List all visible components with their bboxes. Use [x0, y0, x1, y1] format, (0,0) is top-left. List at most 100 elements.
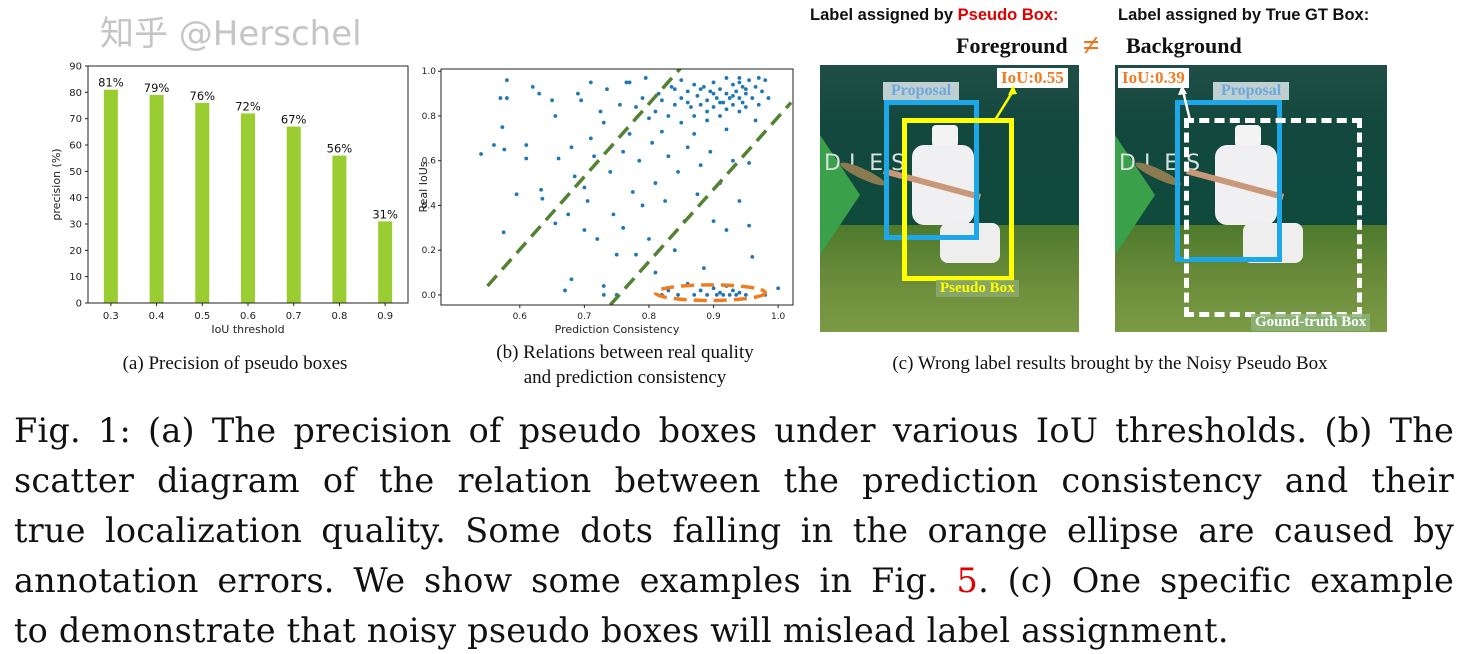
- scatter-point: [672, 248, 677, 253]
- scatter-point: [698, 288, 703, 293]
- scatter-point: [679, 78, 684, 83]
- scatter-point: [750, 255, 755, 259]
- scatter-point: [582, 228, 587, 232]
- scatter-point: [737, 199, 742, 203]
- bar: [149, 94, 164, 303]
- scatter-point: [711, 80, 716, 85]
- x-axis-label: IoU threshold: [211, 323, 284, 336]
- scatter-point: [727, 293, 732, 297]
- y-tick-label: 70: [69, 114, 82, 125]
- figure-5-link[interactable]: 5: [956, 561, 979, 600]
- scatter-point: [685, 89, 690, 94]
- x-tick-label: 0.3: [103, 311, 119, 322]
- scatter-point: [576, 91, 580, 96]
- scatter-point: [588, 80, 593, 85]
- header-left-highlight: Pseudo Box:: [957, 6, 1059, 24]
- scatter-point: [737, 76, 742, 80]
- x-tick-label: 0.9: [706, 312, 721, 322]
- bar: [241, 113, 255, 304]
- scatter-point: [624, 80, 629, 85]
- caption-line-4: annotation errors. We show some examples…: [14, 556, 1454, 606]
- scatter-point: [776, 286, 781, 291]
- foreground-label: Foreground: [956, 33, 1068, 58]
- scatter-point: [650, 140, 655, 145]
- y-tick-label: 10: [69, 272, 82, 283]
- y-tick-label: 20: [69, 246, 82, 257]
- scatter-point: [621, 225, 626, 230]
- scatter-point: [740, 84, 745, 89]
- scatter-point: [718, 100, 722, 105]
- scatter-point: [672, 87, 677, 92]
- scatter-point: [530, 84, 535, 89]
- scatter-point: [647, 237, 651, 241]
- scatter-point: [514, 192, 519, 197]
- scatter-point: [708, 149, 713, 154]
- scatter-point: [698, 87, 703, 92]
- scatter-point: [630, 190, 635, 194]
- y-tick-label: 0.8: [422, 112, 437, 122]
- caption-line-5: to demonstrate that noisy pseudo boxes w…: [14, 611, 1229, 650]
- scatter-point: [653, 270, 658, 275]
- proposal-label: Proposal: [883, 82, 960, 100]
- y-tick-label: 0.0: [422, 291, 437, 301]
- y-tick-label: 0: [76, 299, 82, 310]
- bar: [378, 221, 393, 303]
- scatter-point: [524, 143, 529, 147]
- scatter-point: [540, 196, 545, 201]
- caption-line-4-pre: annotation errors. We show some examples…: [14, 561, 957, 600]
- scatter-point: [676, 170, 680, 174]
- x-tick-label: 0.4: [149, 311, 165, 322]
- scatter-point: [627, 131, 632, 136]
- scatter-point: [634, 105, 638, 109]
- subcaption-b-line1: (b) Relations between real quality: [496, 342, 754, 363]
- scatter-point: [640, 96, 645, 100]
- y-tick-label: 0.4: [422, 201, 437, 211]
- scatter-point: [763, 78, 768, 83]
- bar: [286, 126, 301, 303]
- scatter-point: [698, 163, 703, 168]
- scatter-point: [676, 293, 680, 297]
- iou-arrow-icon: [993, 85, 1017, 121]
- watermark: 知乎 @Herschel: [100, 14, 362, 54]
- scatter-point: [659, 98, 664, 103]
- scatter-point: [705, 109, 709, 114]
- scatter-point: [611, 212, 616, 217]
- scatter-point: [550, 98, 554, 103]
- scatter-point: [595, 237, 600, 241]
- scatter-point: [737, 80, 742, 85]
- scatter-point: [701, 266, 706, 270]
- gt-box-label: Gound-truth Box: [1251, 314, 1371, 331]
- scatter-point: [705, 293, 709, 297]
- scatter-point: [692, 114, 697, 118]
- scatter-point: [598, 109, 603, 114]
- scatter-point: [743, 91, 748, 96]
- green-dashed-line: [486, 69, 683, 288]
- green-dashed-line: [608, 101, 793, 305]
- scatter-point: [698, 102, 703, 107]
- bar-data-label: 72%: [235, 99, 261, 113]
- subcaption-b-line2: and prediction consistency: [523, 367, 727, 388]
- scatter-point: [731, 288, 735, 293]
- scatter-point: [643, 76, 648, 80]
- y-tick-label: 50: [69, 167, 82, 178]
- scatter-point: [601, 120, 606, 125]
- proposal-box: [884, 100, 979, 240]
- caption-line-1: Fig. 1: (a) The precision of pseudo boxe…: [14, 411, 1454, 450]
- scatter-point: [601, 284, 606, 288]
- scatter-point: [743, 293, 748, 297]
- subcaption-c: (c) Wrong label results brought by the N…: [892, 353, 1328, 374]
- scatter-point: [569, 145, 574, 150]
- scatter-point: [582, 185, 587, 190]
- proposal-label: Proposal: [1213, 82, 1290, 100]
- scatter-point: [737, 96, 742, 100]
- bar: [332, 155, 347, 303]
- scatter-point: [500, 125, 505, 130]
- proposal-box: [1175, 100, 1282, 262]
- scatter-point: [718, 290, 722, 295]
- player-shorts: [1243, 223, 1303, 263]
- scatter-point: [721, 293, 726, 297]
- scatter-point: [656, 91, 661, 96]
- player-headband: [1235, 125, 1261, 147]
- caption-line-3: true localization quality. Some dots fal…: [14, 511, 1454, 550]
- player-headband: [932, 125, 958, 147]
